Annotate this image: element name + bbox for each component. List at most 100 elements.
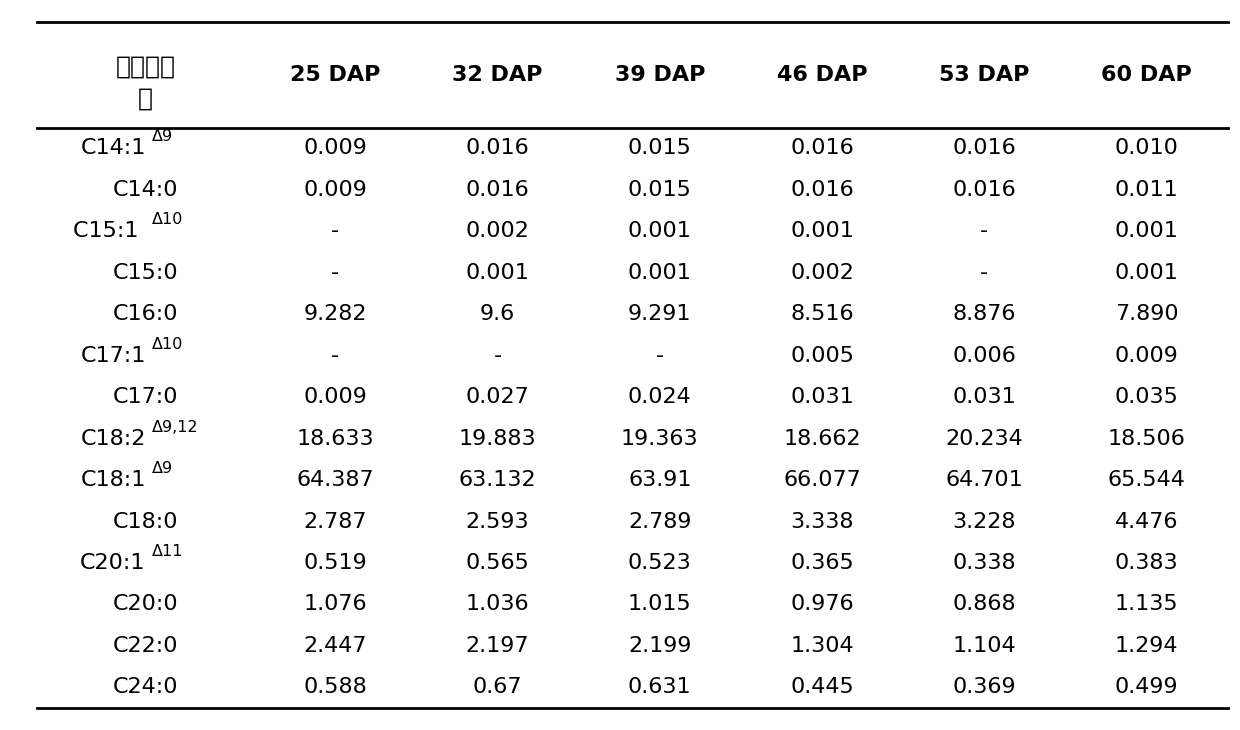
Text: 0.016: 0.016 (952, 180, 1016, 200)
Text: 2.447: 2.447 (304, 636, 367, 656)
Text: 1.294: 1.294 (1115, 636, 1178, 656)
Text: 8.516: 8.516 (790, 304, 854, 324)
Text: 0.016: 0.016 (466, 139, 529, 158)
Text: 65.544: 65.544 (1107, 470, 1185, 490)
Text: 0.383: 0.383 (1115, 553, 1178, 573)
Text: 25 DAP: 25 DAP (290, 65, 381, 85)
Text: 4.476: 4.476 (1115, 512, 1178, 531)
Text: 0.009: 0.009 (304, 180, 367, 200)
Text: 3.228: 3.228 (952, 512, 1016, 531)
Text: 0.015: 0.015 (627, 139, 692, 158)
Text: C17:1: C17:1 (81, 346, 146, 366)
Text: -: - (656, 346, 663, 366)
Text: 0.001: 0.001 (465, 263, 529, 283)
Text: C24:0: C24:0 (113, 677, 179, 697)
Text: 0.015: 0.015 (627, 180, 692, 200)
Text: 64.701: 64.701 (945, 470, 1023, 490)
Text: -: - (331, 221, 340, 242)
Text: 0.027: 0.027 (466, 387, 529, 407)
Text: 0.011: 0.011 (1115, 180, 1178, 200)
Text: 0.868: 0.868 (952, 594, 1016, 615)
Text: C15:0: C15:0 (113, 263, 179, 283)
Text: 0.009: 0.009 (304, 387, 367, 407)
Text: 1.076: 1.076 (304, 594, 367, 615)
Text: 2.593: 2.593 (466, 512, 529, 531)
Text: 0.365: 0.365 (790, 553, 854, 573)
Text: 2.199: 2.199 (627, 636, 692, 656)
Text: 脂肪酸成: 脂肪酸成 (115, 54, 176, 78)
Text: 18.506: 18.506 (1107, 429, 1185, 449)
Text: 0.001: 0.001 (1115, 263, 1178, 283)
Text: 0.001: 0.001 (627, 263, 692, 283)
Text: C20:1: C20:1 (81, 553, 146, 573)
Text: 63.132: 63.132 (459, 470, 537, 490)
Text: 53 DAP: 53 DAP (939, 65, 1029, 85)
Text: C18:1: C18:1 (81, 470, 146, 490)
Text: 63.91: 63.91 (627, 470, 692, 490)
Text: C22:0: C22:0 (113, 636, 179, 656)
Text: 0.002: 0.002 (465, 221, 529, 242)
Text: 7.890: 7.890 (1115, 304, 1178, 324)
Text: 2.789: 2.789 (627, 512, 692, 531)
Text: Δ10: Δ10 (151, 337, 184, 352)
Text: 0.001: 0.001 (790, 221, 854, 242)
Text: -: - (331, 346, 340, 366)
Text: 1.015: 1.015 (627, 594, 692, 615)
Text: -: - (494, 346, 502, 366)
Text: -: - (980, 263, 988, 283)
Text: 19.883: 19.883 (459, 429, 537, 449)
Text: 0.006: 0.006 (952, 346, 1017, 366)
Text: 9.282: 9.282 (304, 304, 367, 324)
Text: 64.387: 64.387 (296, 470, 374, 490)
Text: 0.631: 0.631 (627, 677, 692, 697)
Text: 0.016: 0.016 (790, 180, 854, 200)
Text: 0.031: 0.031 (952, 387, 1016, 407)
Text: 0.369: 0.369 (952, 677, 1016, 697)
Text: 0.67: 0.67 (472, 677, 522, 697)
Text: -: - (980, 221, 988, 242)
Text: 32 DAP: 32 DAP (453, 65, 543, 85)
Text: C15:1: C15:1 (73, 221, 146, 242)
Text: -: - (331, 263, 340, 283)
Text: C18:0: C18:0 (113, 512, 179, 531)
Text: 0.035: 0.035 (1115, 387, 1178, 407)
Text: 0.523: 0.523 (627, 553, 692, 573)
Text: 0.445: 0.445 (790, 677, 854, 697)
Text: 20.234: 20.234 (945, 429, 1023, 449)
Text: 0.016: 0.016 (790, 139, 854, 158)
Text: 0.016: 0.016 (952, 139, 1016, 158)
Text: 0.588: 0.588 (304, 677, 367, 697)
Text: 18.633: 18.633 (296, 429, 374, 449)
Text: Δ9: Δ9 (151, 129, 174, 145)
Text: C17:0: C17:0 (113, 387, 179, 407)
Text: 0.009: 0.009 (1115, 346, 1178, 366)
Text: 0.031: 0.031 (790, 387, 854, 407)
Text: 66.077: 66.077 (784, 470, 861, 490)
Text: 8.876: 8.876 (952, 304, 1016, 324)
Text: C16:0: C16:0 (113, 304, 179, 324)
Text: 18.662: 18.662 (784, 429, 861, 449)
Text: 0.001: 0.001 (627, 221, 692, 242)
Text: C14:0: C14:0 (113, 180, 179, 200)
Text: 9.291: 9.291 (627, 304, 692, 324)
Text: 39 DAP: 39 DAP (615, 65, 706, 85)
Text: 60 DAP: 60 DAP (1101, 65, 1192, 85)
Text: 0.565: 0.565 (465, 553, 529, 573)
Text: 0.499: 0.499 (1115, 677, 1178, 697)
Text: 分: 分 (138, 86, 154, 110)
Text: 3.338: 3.338 (790, 512, 854, 531)
Text: 2.787: 2.787 (304, 512, 367, 531)
Text: Δ11: Δ11 (151, 544, 184, 559)
Text: 0.338: 0.338 (952, 553, 1016, 573)
Text: Δ9: Δ9 (151, 461, 174, 476)
Text: 0.005: 0.005 (790, 346, 854, 366)
Text: 1.104: 1.104 (952, 636, 1016, 656)
Text: 0.024: 0.024 (627, 387, 692, 407)
Text: 2.197: 2.197 (466, 636, 529, 656)
Text: 0.010: 0.010 (1115, 139, 1178, 158)
Text: 0.001: 0.001 (1115, 221, 1178, 242)
Text: 0.002: 0.002 (790, 263, 854, 283)
Text: 1.304: 1.304 (790, 636, 854, 656)
Text: 0.976: 0.976 (790, 594, 854, 615)
Text: C18:2: C18:2 (81, 429, 146, 449)
